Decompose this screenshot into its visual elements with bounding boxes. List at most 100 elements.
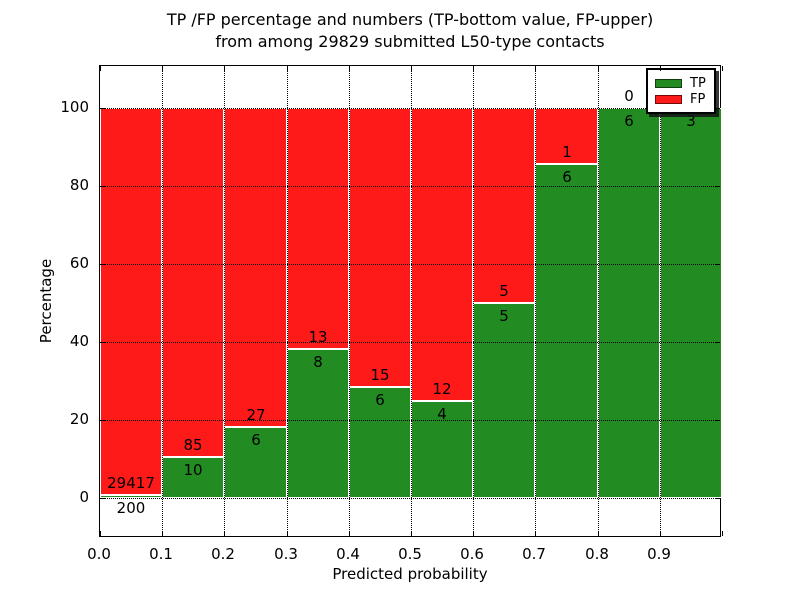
y-tick-mark (100, 186, 105, 187)
y-tick-label: 100 (60, 98, 89, 116)
y-tick-label: 40 (69, 332, 89, 350)
fp-count-label: 15 (370, 366, 390, 384)
gridline-vertical (162, 66, 163, 536)
y-tick-mark (100, 498, 105, 499)
x-tick-label: 0.6 (460, 545, 484, 563)
y-tick-mark (715, 420, 720, 421)
x-tick-mark (660, 66, 661, 71)
x-tick-mark (535, 531, 536, 536)
x-tick-mark (722, 66, 723, 71)
x-tick-mark (287, 66, 288, 71)
tp-bar-segment (287, 349, 349, 498)
gridline-horizontal (100, 498, 720, 499)
y-tick-mark (715, 108, 720, 109)
legend-item: FP (655, 91, 707, 107)
fp-bar-segment (411, 108, 473, 401)
x-tick-label: 0.1 (149, 545, 173, 563)
tp-bar-segment (598, 108, 660, 498)
x-tick-mark (162, 531, 163, 536)
legend-label: TP (690, 75, 706, 91)
x-tick-label: 0.9 (647, 545, 671, 563)
fp-bar-segment (162, 108, 224, 457)
y-tick-label: 60 (69, 254, 89, 272)
chart-title: TP /FP percentage and numbers (TP-bottom… (166, 10, 654, 29)
tp-count-label: 8 (313, 353, 323, 371)
tp-count-label: 10 (183, 461, 203, 479)
fp-bar-segment (100, 108, 162, 495)
x-tick-mark (100, 531, 101, 536)
tp-bar-segment (660, 108, 722, 498)
fp-count-label: 12 (432, 380, 452, 398)
y-tick-mark (100, 342, 105, 343)
tp-bar-segment (411, 401, 473, 498)
x-tick-mark (349, 66, 350, 71)
x-tick-mark (535, 66, 536, 71)
chart-subtitle: from among 29829 submitted L50-type cont… (215, 32, 605, 51)
fp-bar-segment (473, 108, 535, 303)
x-tick-mark (100, 66, 101, 71)
fp-count-label: 0 (624, 87, 634, 105)
tp-bar-segment (100, 495, 162, 498)
tp-count-label: 6 (375, 391, 385, 409)
legend-label: FP (690, 91, 706, 107)
tp-count-label: 200 (116, 499, 146, 517)
gridline-vertical (598, 66, 599, 536)
y-tick-mark (715, 264, 720, 265)
x-tick-label: 0.8 (585, 545, 609, 563)
x-tick-label: 0.7 (522, 545, 546, 563)
x-tick-mark (660, 531, 661, 536)
gridline-vertical (473, 66, 474, 536)
x-tick-mark (224, 66, 225, 71)
x-tick-label: 0.2 (211, 545, 235, 563)
tp-count-label: 6 (624, 112, 634, 130)
y-tick-label: 0 (79, 488, 89, 506)
legend-item: TP (655, 75, 707, 91)
y-tick-mark (715, 498, 720, 499)
gridline-horizontal (100, 264, 720, 265)
tp-count-label: 6 (251, 431, 261, 449)
x-tick-mark (224, 531, 225, 536)
y-tick-mark (100, 264, 105, 265)
fp-count-label: 85 (183, 436, 203, 454)
fp-count-label: 5 (499, 282, 509, 300)
fp-count-label: 29417 (107, 474, 155, 492)
tp-count-label: 4 (437, 405, 447, 423)
x-tick-mark (598, 531, 599, 536)
y-tick-mark (100, 108, 105, 109)
gridline-vertical (660, 66, 661, 536)
gridline-horizontal (100, 342, 720, 343)
x-tick-label: 0.5 (398, 545, 422, 563)
y-tick-label: 80 (69, 176, 89, 194)
fp-bar-segment (287, 108, 349, 349)
y-tick-label: 20 (69, 410, 89, 428)
tp-count-label: 6 (562, 168, 572, 186)
x-tick-mark (598, 66, 599, 71)
gridline-horizontal (100, 420, 720, 421)
fp-count-label: 27 (246, 406, 266, 424)
tp-bar-segment (162, 457, 224, 498)
x-tick-label: 0.0 (87, 545, 111, 563)
tp-bar-segment (535, 164, 598, 498)
fp-bar-segment (224, 108, 287, 427)
tp-bar-segment (349, 387, 411, 498)
x-tick-label: 0.4 (336, 545, 360, 563)
fp-count-label: 1 (562, 143, 572, 161)
gridline-vertical (535, 66, 536, 536)
tp-bar-segment (224, 427, 287, 498)
x-tick-label: 0.3 (274, 545, 298, 563)
gridline-vertical (349, 66, 350, 536)
y-tick-mark (100, 420, 105, 421)
x-tick-mark (287, 531, 288, 536)
y-tick-mark (715, 186, 720, 187)
gridline-horizontal (100, 108, 720, 109)
tp-count-label: 5 (499, 307, 509, 325)
legend-swatch-tp-icon (655, 78, 682, 88)
x-tick-mark (349, 531, 350, 536)
legend: TP FP (646, 68, 716, 114)
fp-bar-segment (349, 108, 411, 387)
gridline-horizontal (100, 186, 720, 187)
tp-count-label: 3 (686, 112, 696, 130)
gridline-vertical (411, 66, 412, 536)
gridline-vertical (287, 66, 288, 536)
tp-bar-segment (473, 303, 535, 498)
